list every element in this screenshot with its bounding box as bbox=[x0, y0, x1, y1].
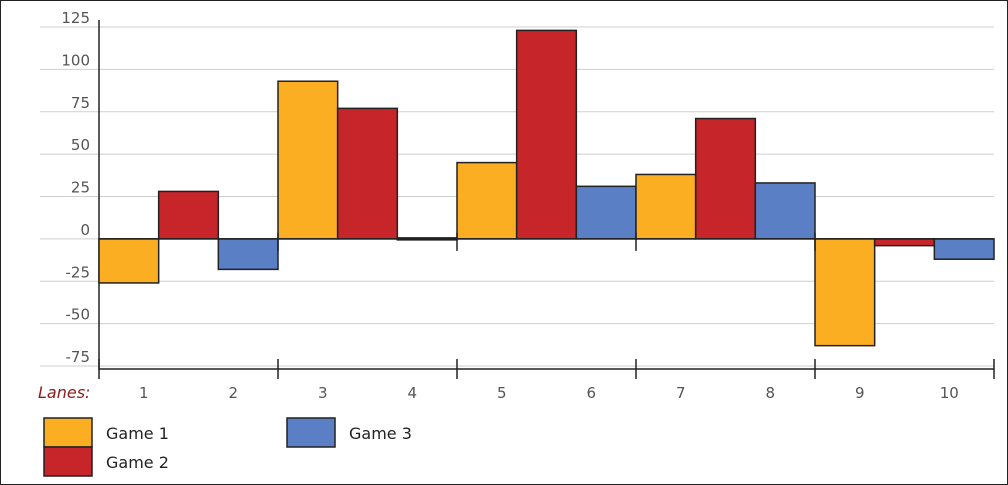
y-tick-label: 75 bbox=[71, 94, 90, 112]
bar-game-3 bbox=[933, 238, 995, 260]
legend-swatch-game-2 bbox=[43, 446, 93, 477]
x-tick-label: 6 bbox=[586, 384, 596, 402]
y-tick-label: -50 bbox=[66, 306, 91, 324]
x-tick-label: 2 bbox=[228, 384, 238, 402]
y-tick-label: 100 bbox=[61, 51, 90, 69]
bar-game-3 bbox=[754, 182, 816, 240]
x-tick-label: 3 bbox=[318, 384, 328, 402]
x-axis: 1 2 3 4 5 6 7 8 9 10 bbox=[98, 359, 995, 402]
x-tick-label: 1 bbox=[139, 384, 149, 402]
y-tick-label: 50 bbox=[71, 136, 90, 154]
y-tick-label: -25 bbox=[66, 263, 91, 281]
y-axis: 125 100 75 50 25 0 -25 -50 -75 bbox=[61, 9, 100, 370]
bar-game-1 bbox=[277, 80, 339, 240]
x-tick-label: 7 bbox=[676, 384, 686, 402]
legend: Game 1 Game 3 Game 2 bbox=[43, 417, 412, 477]
bar-game-3 bbox=[575, 185, 637, 240]
bar-game-2 bbox=[336, 107, 399, 240]
legend-swatch-game-3 bbox=[286, 417, 336, 448]
x-tick-label: 5 bbox=[497, 384, 507, 402]
bar-game-1 bbox=[456, 161, 518, 240]
legend-label-game-1: Game 1 bbox=[106, 424, 169, 443]
x-tick-label: 9 bbox=[855, 384, 865, 402]
bar-game-2 bbox=[694, 117, 757, 240]
legend-label-game-2: Game 2 bbox=[106, 453, 169, 472]
x-tick-label: 4 bbox=[407, 384, 417, 402]
y-tick-label: 25 bbox=[71, 179, 90, 197]
bar-game-1 bbox=[814, 238, 876, 347]
legend-label-game-3: Game 3 bbox=[349, 424, 412, 443]
bar-game-1 bbox=[635, 173, 697, 240]
bar-game-1 bbox=[98, 238, 160, 284]
bars bbox=[98, 29, 995, 347]
y-tick-label: 0 bbox=[80, 221, 90, 239]
x-axis-label: Lanes: bbox=[38, 383, 90, 402]
bar-game-3 bbox=[217, 238, 279, 271]
x-tick-label: 8 bbox=[765, 384, 775, 402]
bar-game-2 bbox=[515, 29, 578, 240]
y-tick-label: 125 bbox=[61, 9, 90, 27]
legend-swatch-game-1 bbox=[43, 417, 93, 448]
x-tick-label: 10 bbox=[940, 384, 959, 402]
bar-game-2 bbox=[873, 238, 936, 247]
y-tick-label: -75 bbox=[66, 348, 91, 366]
bar-game-2 bbox=[157, 190, 220, 240]
